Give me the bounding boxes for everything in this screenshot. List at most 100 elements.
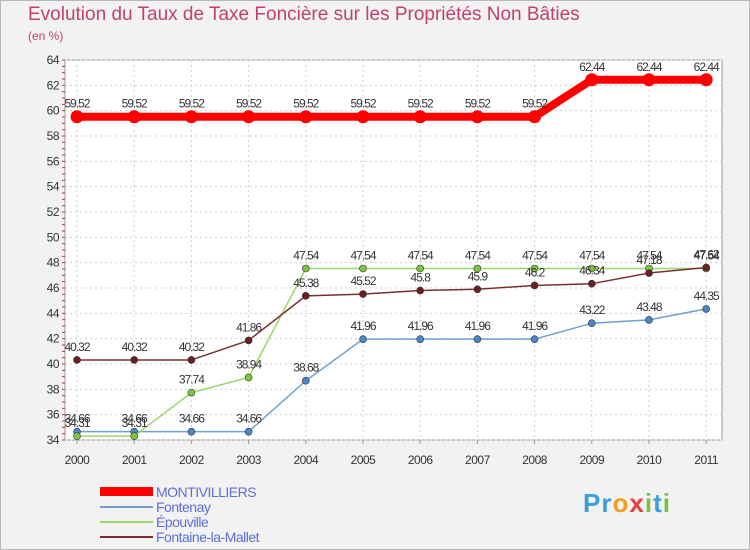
x-tick-label: 2011: [694, 453, 719, 467]
y-tick-label: 52: [47, 205, 60, 219]
data-point-fontenay: [359, 335, 367, 343]
data-label-montivilliers: 62.44: [694, 60, 720, 74]
x-tick-label: 2006: [408, 453, 434, 467]
data-label-epouville: 47.54: [636, 248, 662, 262]
data-label-epouville: 47.54: [293, 248, 319, 262]
series-line-fontenay: [77, 308, 707, 433]
legend-item-montivilliers: MONTIVILLIERS: [100, 484, 340, 501]
y-tick-label: 60: [47, 104, 60, 118]
x-tick-label: 2002: [179, 453, 205, 467]
data-label-fontenay: 43.48: [636, 300, 662, 314]
data-label-fontenay: 41.96: [350, 319, 376, 333]
legend-item-epouville: Épouville: [100, 514, 340, 531]
data-label-montivilliers: 59.52: [122, 97, 148, 111]
data-point-epouville: [473, 264, 482, 273]
legend-swatch-fontenay: [100, 506, 153, 508]
data-point-montivilliers: [242, 110, 256, 124]
x-tick-label: 2009: [579, 453, 605, 467]
y-tick-label: 58: [47, 129, 60, 143]
data-point-montivilliers: [585, 73, 599, 87]
data-point-montivilliers: [699, 73, 713, 87]
data-point-fontenay: [187, 427, 196, 436]
data-label-montivilliers: 62.44: [579, 60, 605, 74]
legend-swatch-montivilliers: [100, 487, 153, 496]
data-point-montivilliers: [642, 73, 656, 87]
y-tick-label: 36: [47, 408, 60, 422]
data-point-epouville: [416, 264, 425, 273]
data-point-fontenay: [702, 305, 711, 313]
data-label-montivilliers: 59.52: [236, 97, 262, 111]
data-label-montivilliers: 59.52: [522, 97, 548, 111]
data-point-fontaine-la-mallet: [416, 286, 425, 295]
data-point-montivilliers: [70, 110, 84, 124]
y-tick-label: 64: [47, 53, 60, 67]
data-point-fontenay: [473, 335, 482, 343]
data-label-fontaine-la-mallet: 47.18: [636, 253, 662, 267]
series-line-epouville: [77, 267, 707, 437]
data-label-fontenay: 41.96: [522, 319, 548, 333]
data-label-epouville: 47.54: [465, 248, 491, 262]
data-point-fontaine-la-mallet: [473, 285, 482, 294]
data-label-montivilliers: 59.52: [350, 97, 376, 111]
data-label-epouville: 37.74: [179, 373, 205, 387]
data-label-epouville: 47.54: [694, 248, 720, 262]
data-label-epouville: 34.31: [64, 416, 90, 430]
y-tick-label: 42: [47, 332, 60, 346]
legend-swatch-fontaine-la-mallet: [100, 536, 153, 538]
data-point-fontenay: [530, 335, 539, 343]
data-point-fontenay: [416, 335, 425, 343]
data-label-fontaine-la-mallet: 40.32: [122, 340, 148, 354]
data-label-fontenay: 43.22: [579, 303, 605, 317]
data-label-fontaine-la-mallet: 40.32: [179, 340, 205, 354]
data-label-fontaine-la-mallet: 41.86: [236, 320, 262, 334]
data-point-fontaine-la-mallet: [702, 263, 711, 272]
data-point-epouville: [359, 264, 367, 273]
data-label-fontenay: 34.66: [122, 412, 148, 426]
data-point-fontaine-la-mallet: [645, 269, 653, 277]
data-point-epouville: [130, 432, 138, 440]
data-point-fontaine-la-mallet: [187, 356, 196, 364]
y-tick-label: 50: [47, 230, 60, 244]
data-point-fontaine-la-mallet: [73, 356, 81, 364]
data-label-fontenay: 34.66: [179, 412, 205, 426]
legend-label-epouville: Épouville: [156, 514, 209, 530]
y-tick-label: 48: [47, 256, 60, 270]
x-tick-label: 2005: [351, 453, 377, 467]
data-label-fontaine-la-mallet: 40.32: [64, 340, 90, 354]
data-label-montivilliers: 59.52: [293, 97, 319, 111]
data-label-epouville: 47.54: [408, 248, 434, 262]
data-point-fontaine-la-mallet: [244, 336, 253, 345]
legend-swatch-epouville: [100, 521, 153, 523]
x-tick-label: 2008: [522, 453, 548, 467]
unit-label: (en %): [28, 29, 64, 43]
data-label-montivilliers: 59.52: [408, 97, 434, 111]
series-line-fontaine-la-mallet: [77, 266, 707, 361]
data-point-epouville: [187, 388, 196, 397]
x-tick-label: 2001: [122, 453, 148, 467]
data-label-montivilliers: 59.52: [179, 97, 205, 111]
y-tick-label: 56: [47, 154, 60, 168]
data-label-fontaine-la-mallet: 47.62: [694, 247, 720, 261]
data-label-fontenay: 41.96: [465, 319, 491, 333]
plot-area: [64, 59, 723, 441]
y-tick-label: 62: [47, 78, 60, 92]
data-label-fontaine-la-mallet: 45.52: [350, 274, 376, 288]
data-point-fontaine-la-mallet: [587, 279, 596, 288]
data-point-fontenay: [645, 316, 653, 324]
data-label-fontenay: 34.66: [236, 412, 262, 426]
data-point-epouville: [587, 264, 596, 273]
data-point-montivilliers: [356, 110, 370, 124]
data-point-fontaine-la-mallet: [301, 292, 310, 300]
data-label-montivilliers: 59.52: [465, 97, 491, 111]
data-point-epouville: [244, 373, 253, 382]
data-point-montivilliers: [299, 110, 313, 124]
legend-item-fontenay: Fontenay: [100, 499, 340, 516]
data-point-epouville: [73, 432, 81, 440]
data-label-fontenay: 38.68: [293, 361, 319, 375]
data-point-fontaine-la-mallet: [530, 281, 539, 290]
y-tick-label: 46: [47, 281, 60, 295]
data-point-epouville: [301, 264, 310, 273]
data-label-epouville: 34.31: [122, 416, 148, 430]
data-point-montivilliers: [528, 110, 542, 124]
